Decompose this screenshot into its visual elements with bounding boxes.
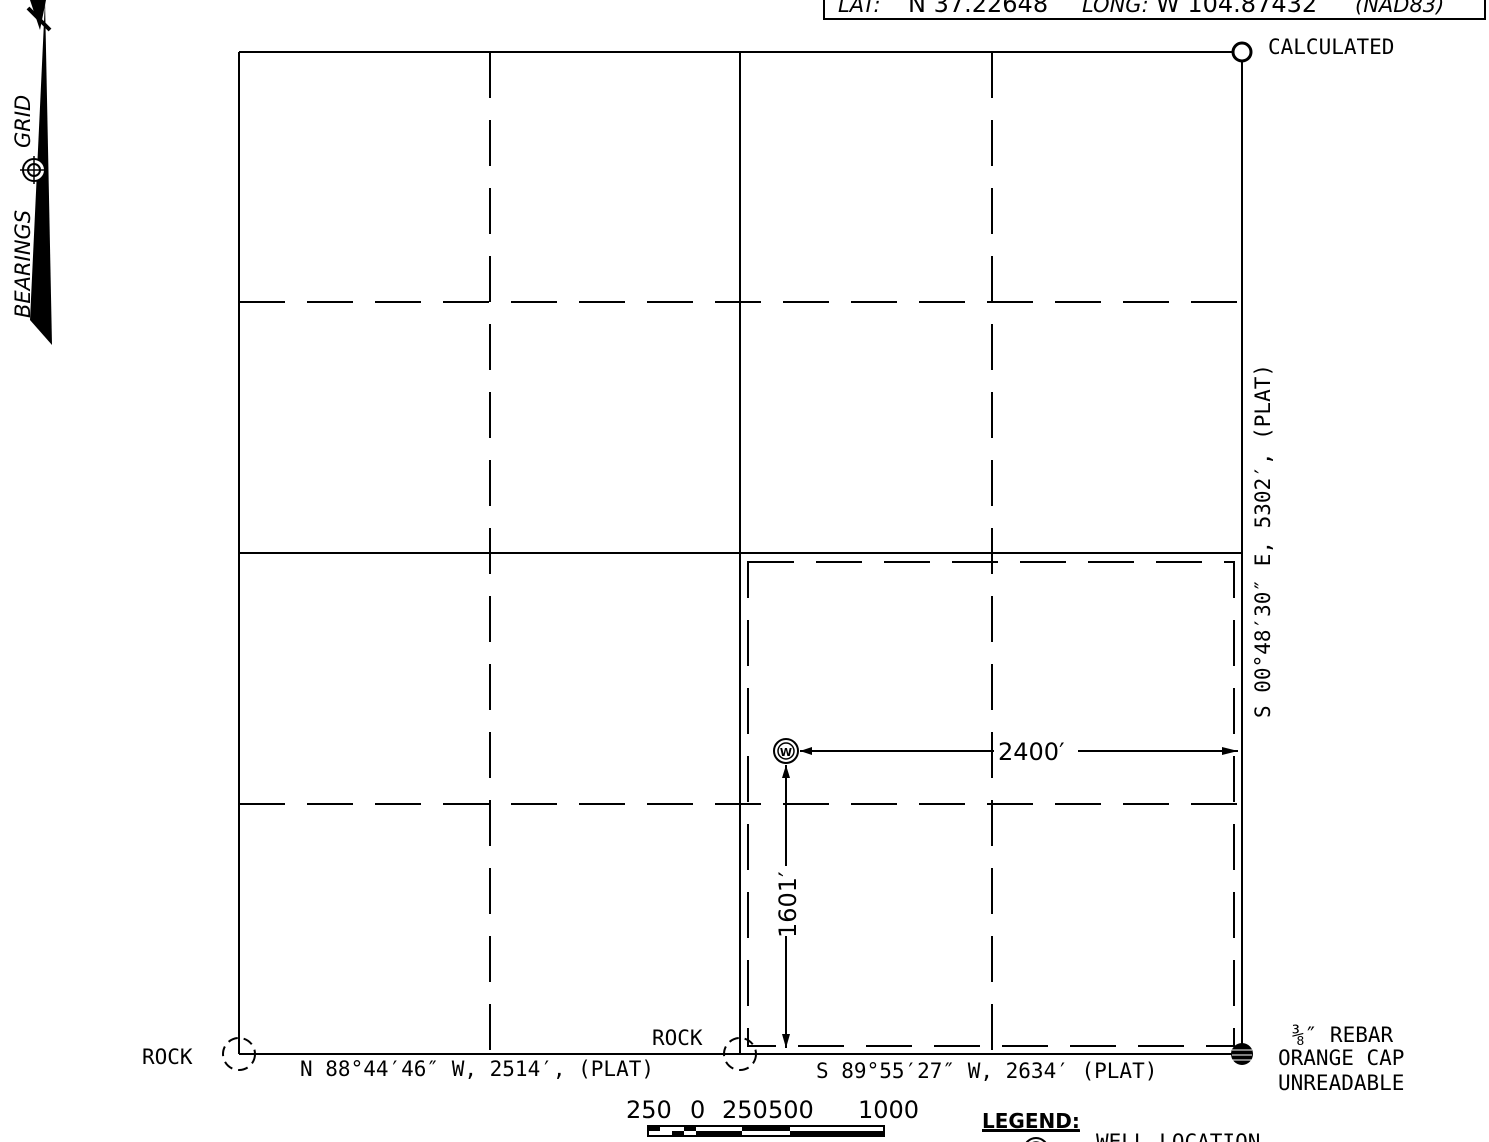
dimension-south xyxy=(782,765,790,1048)
s-quarter-corner-rock-icon xyxy=(723,1037,757,1071)
se-corner-rebar-icon xyxy=(1231,1043,1253,1065)
scale-tick-500: 500 xyxy=(768,1096,814,1124)
legend-item-label: WELL LOCATION xyxy=(1096,1130,1260,1142)
legend-well-location-icon xyxy=(1025,1137,1047,1142)
ne-corner-calculated-icon xyxy=(1231,41,1253,63)
lat-label: LAT: xyxy=(838,0,881,17)
se-corner-label-line3: UNREADABLE xyxy=(1278,1071,1404,1095)
scale-tick-250-left: 250 xyxy=(626,1096,672,1124)
east-line-bearing: S 00°48′30″ E, 5302′, (PLAT) xyxy=(1251,364,1275,718)
well-location-icon: W xyxy=(773,738,799,764)
sw-corner-label: ROCK xyxy=(142,1045,193,1069)
section-grid xyxy=(238,51,1243,1055)
south-line-bearing-west: N 88°44′46″ W, 2514′, (PLAT) xyxy=(300,1057,654,1081)
lat-value: N 37.22648 xyxy=(908,0,1048,18)
se-corner-label-line1: ⅜″ REBAR xyxy=(1292,1023,1394,1047)
legend: LEGEND: WELL LOCATION xyxy=(982,1109,1260,1142)
north-arrow-icon: BEARINGS GRID xyxy=(11,0,52,345)
dimension-south-label: 1601′ xyxy=(774,871,802,938)
south-line-bearing-east: S 89°55′27″ W, 2634′ (PLAT) xyxy=(816,1059,1157,1083)
bearings-label: BEARINGS xyxy=(11,210,35,318)
scale-tick-250: 250 xyxy=(722,1096,768,1124)
spacing-unit-boundary xyxy=(747,561,1235,1047)
dimension-east xyxy=(800,747,1238,755)
scale-tick-1000: 1000 xyxy=(858,1096,919,1124)
se-corner-label-line2: ORANGE CAP xyxy=(1278,1046,1404,1070)
datum-label: (NAD83) xyxy=(1355,0,1444,17)
long-label: LONG: xyxy=(1082,0,1149,17)
sw-corner-rock-icon xyxy=(222,1037,256,1071)
scale-tick-0: 0 xyxy=(690,1096,705,1124)
scale-bar: 250 0 250 500 1000 xyxy=(626,1096,919,1137)
grid-label: GRID xyxy=(11,95,35,148)
s-quarter-corner-label: ROCK xyxy=(652,1026,703,1050)
ne-corner-label: CALCULATED xyxy=(1268,35,1394,59)
location-header: LAT: N 37.22648 LONG: W 104.87432 (NAD83… xyxy=(823,0,1486,20)
legend-title: LEGEND: xyxy=(982,1109,1080,1133)
dimension-east-label: 2400′ xyxy=(998,738,1065,766)
long-value: W 104.87432 xyxy=(1156,0,1317,18)
north-arrow-target-icon xyxy=(20,156,48,184)
well-symbol-letter: W xyxy=(780,746,792,759)
